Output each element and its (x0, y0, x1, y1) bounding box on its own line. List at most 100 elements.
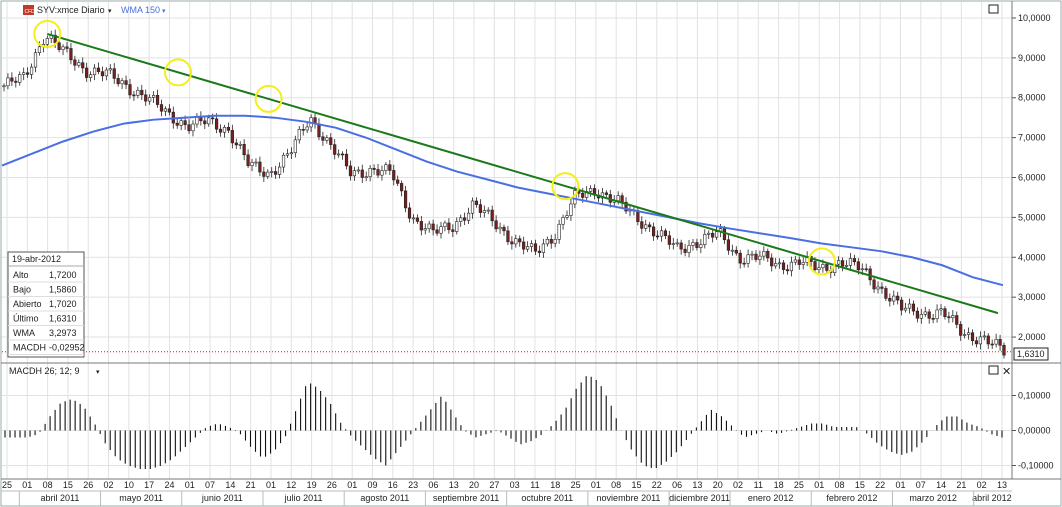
candle-body (427, 223, 431, 229)
candle-body (939, 308, 943, 311)
candle-body (982, 335, 986, 338)
candle-body (478, 204, 482, 213)
candle-body (840, 260, 845, 267)
candle-body (348, 165, 353, 177)
candle-body (655, 235, 660, 238)
macd-label[interactable]: MACDH 26; 12; 9 (9, 366, 80, 376)
candle-body (2, 85, 6, 88)
candle-body (703, 233, 707, 245)
candle-body (486, 209, 490, 212)
x-day-label: 01 (895, 480, 905, 490)
y-tick-label: 2,0000 (1018, 332, 1046, 342)
candle-body (238, 144, 242, 146)
candle-body (955, 315, 959, 325)
candle-body (136, 89, 140, 96)
candle-body (132, 94, 136, 97)
trend-line (46, 32, 999, 315)
candle-body (329, 137, 333, 145)
candle-body (167, 108, 171, 113)
candle-body (738, 252, 742, 264)
candle-body (368, 168, 372, 178)
candle-body (903, 307, 908, 311)
candle-body (518, 238, 522, 243)
candle-body (262, 171, 266, 177)
close-macd-icon[interactable]: ✕ (1002, 366, 1011, 378)
y-tick-label: 10,0000 (1018, 13, 1051, 23)
candle-body (22, 72, 26, 75)
candle-body (112, 68, 116, 79)
symbol-dropdown-icon[interactable]: ▾ (108, 8, 112, 15)
x-month-label: diciembre 2011 (669, 493, 730, 503)
candle-body (730, 249, 734, 252)
candle-body (57, 42, 61, 50)
candle-body (443, 222, 447, 227)
candle-body (522, 241, 526, 250)
y-tick-label: 0,00000 (1018, 426, 1051, 436)
candle-body (510, 241, 514, 245)
macd-dropdown-icon[interactable]: ▾ (96, 369, 100, 376)
x-day-label: 10 (124, 480, 134, 490)
candle-body (494, 220, 498, 230)
maximize-price-icon[interactable] (988, 4, 999, 14)
candle-body (652, 226, 656, 237)
info-row-label: Abierto (13, 299, 42, 309)
candle-body (344, 153, 349, 167)
candle-body (297, 129, 301, 141)
x-day-label: 23 (408, 480, 418, 490)
candle-body (742, 262, 746, 265)
candle-body (352, 170, 356, 177)
candle-body (230, 130, 234, 144)
candle-body (675, 242, 679, 245)
candle-body (69, 48, 73, 61)
candle-body (970, 332, 975, 342)
x-day-label: 02 (733, 480, 743, 490)
candle-body (187, 124, 191, 132)
candle-body (648, 224, 652, 228)
y-tick-label: 3,0000 (1018, 292, 1046, 302)
candle-body (750, 253, 754, 256)
candle-body (163, 108, 168, 112)
candle-body (911, 303, 916, 312)
candle-body (722, 228, 727, 241)
candle-body (884, 288, 888, 299)
candle-body (396, 179, 400, 184)
candle-body (18, 74, 22, 83)
x-day-label: 13 (449, 480, 459, 490)
candle-body (53, 34, 57, 44)
candle-body (671, 243, 675, 245)
candle-body (663, 230, 668, 237)
candle-body (104, 69, 108, 77)
candle-body (502, 226, 506, 232)
candle-body (896, 295, 900, 301)
candle-body (372, 168, 376, 170)
x-month-label: septiembre 2011 (433, 493, 499, 503)
candle-body (986, 335, 990, 345)
candle-body (250, 162, 254, 167)
candle-body (277, 166, 282, 175)
candle-body (203, 120, 207, 125)
candle-body (762, 251, 766, 257)
wma-indicator-label[interactable]: WMA 150 (121, 5, 160, 15)
candle-body (474, 200, 479, 205)
x-month-label: mayo 2011 (119, 493, 163, 503)
candle-body (108, 68, 112, 71)
candle-body (61, 46, 65, 50)
candle-body (128, 84, 132, 96)
x-day-label: 08 (835, 480, 845, 490)
candle-body (966, 332, 971, 335)
maximize-macd-icon[interactable] (988, 365, 999, 375)
candle-body (388, 164, 392, 171)
candle-body (116, 78, 120, 85)
symbol-label[interactable]: SYV:xmce Diario (37, 5, 105, 15)
x-day-label: 24 (164, 480, 174, 490)
candle-body (207, 117, 211, 125)
x-day-label: 02 (977, 480, 987, 490)
wma-dropdown-icon[interactable]: ▾ (162, 8, 166, 15)
candle-body (226, 127, 231, 131)
x-day-label: 18 (774, 480, 784, 490)
candle-body (6, 77, 10, 87)
candle-body (695, 242, 699, 248)
x-day-label: 01 (266, 480, 276, 490)
candle-body (305, 126, 309, 131)
candle-body (317, 123, 321, 138)
